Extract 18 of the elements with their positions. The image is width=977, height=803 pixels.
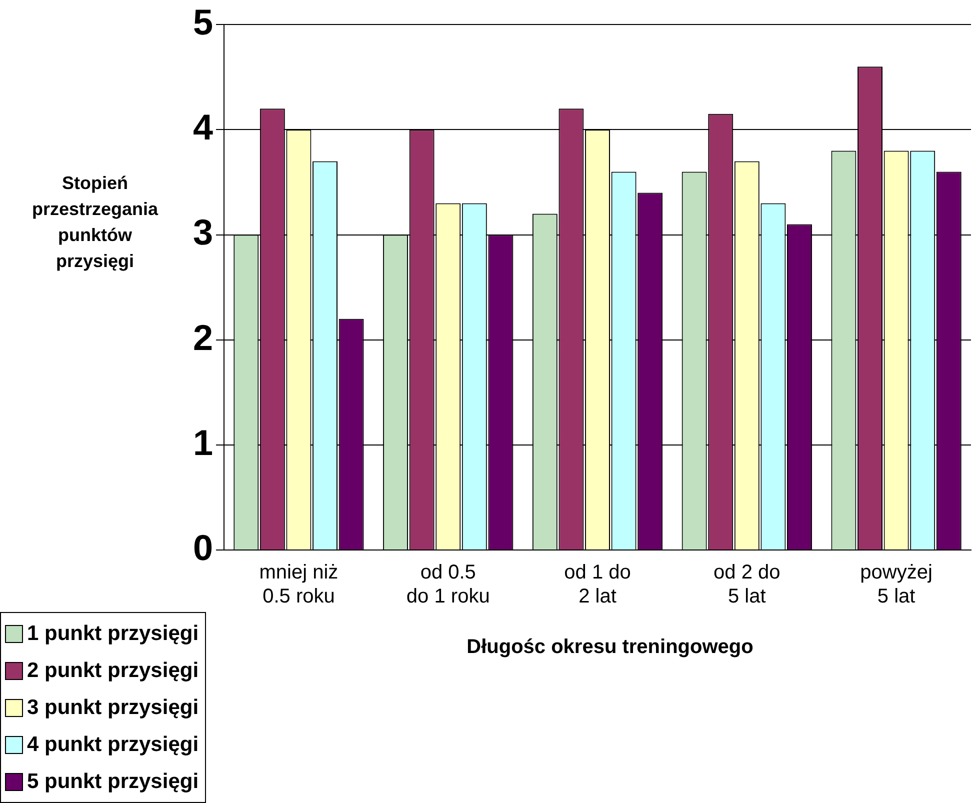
y-axis-title: Stopień przestrzegania punktów przysięgi	[30, 172, 160, 273]
legend-label: 4 punkt przysięgi	[27, 732, 199, 756]
legend-label: 5 punkt przysięgi	[27, 770, 199, 794]
y-tick-label: 2	[192, 316, 214, 358]
y-tick-label: 4	[192, 106, 214, 148]
y-tick-label: 1	[192, 422, 214, 463]
x-tick-label: od 0.5 do 1 roku	[406, 562, 490, 608]
x-axis-title: Długośc okresu treningowego	[466, 636, 754, 659]
legend-label: 1 punkt przysięgi	[27, 622, 199, 646]
x-tick-label: od 2 do 5 lat	[714, 562, 780, 608]
legend-label: 3 punkt przysięgi	[27, 696, 199, 720]
y-tick-label: 3	[192, 212, 214, 253]
x-tick-label: mniej niż 0.5 roku	[259, 562, 338, 608]
y-tick-label: 5	[192, 2, 214, 43]
x-tick-label: od 1 do 2 lat	[564, 562, 631, 608]
x-tick-label: powyżej 5 lat	[860, 562, 932, 608]
y-tick-label: 0	[192, 526, 214, 568]
legend-label: 2 punkt przysięgi	[27, 658, 199, 682]
